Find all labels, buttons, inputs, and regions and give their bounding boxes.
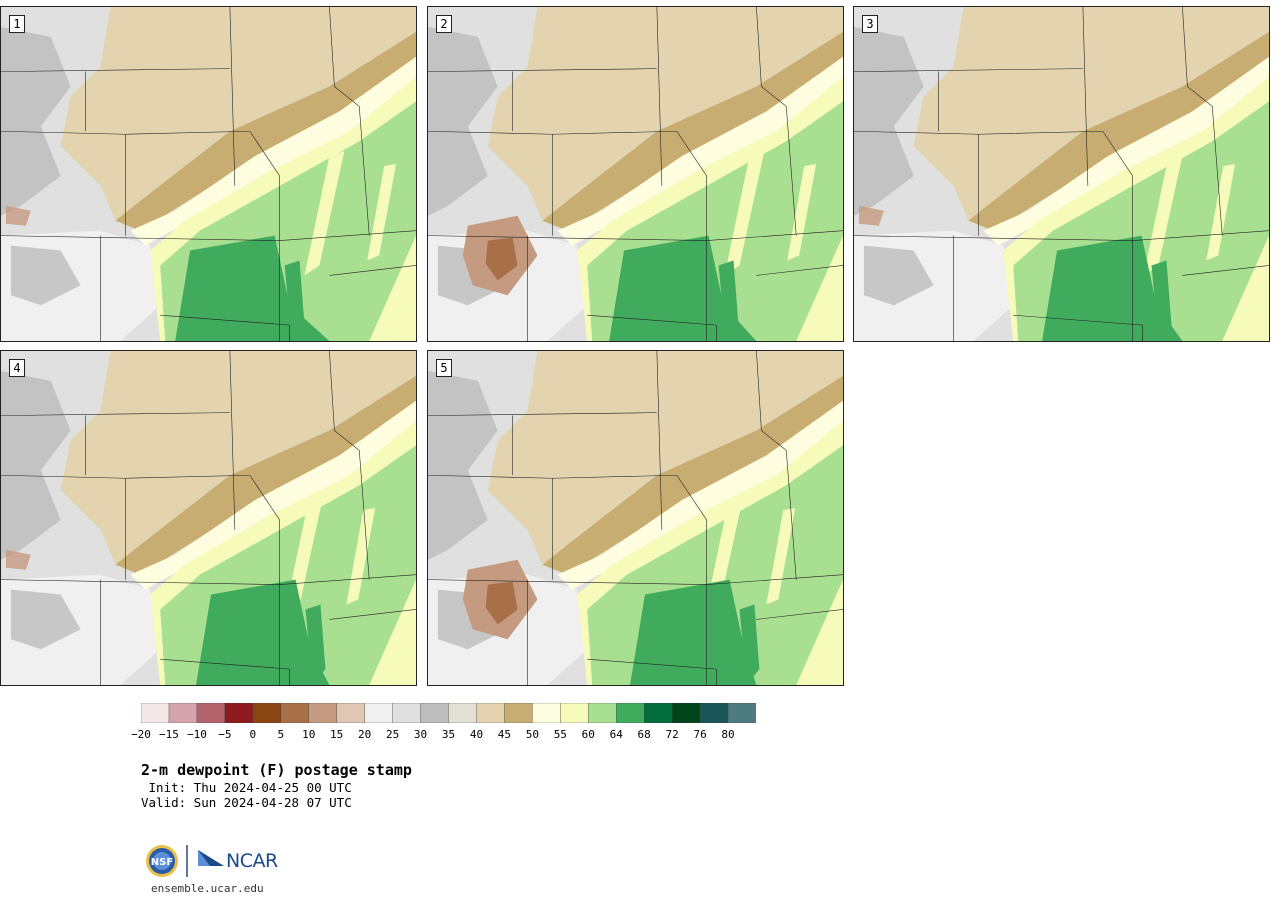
nsf-logo-text: NSF: [151, 857, 173, 868]
colorbar-swatch: [699, 703, 729, 723]
colorbar-tick-label: 80: [721, 728, 735, 741]
valid-time: Valid: Sun 2024-04-28 07 UTC: [141, 795, 352, 810]
colorbar-tick-label: −10: [186, 728, 207, 741]
colorbar-tick-label: 30: [413, 728, 428, 741]
colorbar-swatch: [560, 703, 589, 723]
colorbar-swatch: [476, 703, 505, 723]
colorbar-tick-label: 50: [525, 728, 539, 741]
colorbar-tick-label: 55: [553, 728, 567, 741]
colorbar-swatch: [280, 703, 310, 723]
colorbar-swatch: [364, 703, 394, 723]
colorbar-swatch: [224, 703, 254, 723]
colorbar-swatch: [643, 703, 673, 723]
panel-number-label: 4: [9, 359, 25, 377]
map-panel: 1: [0, 6, 417, 342]
colorbar-tick-label: 25: [385, 728, 400, 741]
panel-number-label: 2: [436, 15, 452, 33]
dewpoint-map: [854, 7, 1269, 341]
colorbar-swatch: [504, 703, 533, 723]
colorbar: [141, 703, 756, 723]
colorbar-tick-label: 0: [249, 728, 257, 741]
colorbar-swatch: [588, 703, 617, 723]
map-panel: 2: [427, 6, 844, 342]
colorbar-tick-label: 35: [441, 728, 456, 741]
ncar-logo-text: NCAR: [226, 850, 278, 872]
colorbar-swatch: [196, 703, 226, 723]
colorbar-swatch: [727, 703, 756, 723]
chart-title: 2-m dewpoint (F) postage stamp: [141, 761, 412, 779]
colorbar-swatch: [141, 703, 170, 723]
colorbar-swatch: [252, 703, 282, 723]
colorbar-swatch: [448, 703, 477, 723]
init-time: Init: Thu 2024-04-25 00 UTC: [141, 780, 352, 795]
nsf-seal-icon: NSF: [146, 845, 224, 877]
nsf-ncar-logo: NSF NCAR: [144, 842, 278, 880]
dewpoint-map: [1, 351, 416, 685]
colorbar-tick-label: 76: [693, 728, 707, 741]
map-panel: 3: [853, 6, 1270, 342]
colorbar-swatch: [420, 703, 449, 723]
colorbar-tick-label: −15: [159, 728, 179, 741]
panel-number-label: 3: [862, 15, 878, 33]
map-panel: 5: [427, 350, 844, 686]
panel-number-label: 5: [436, 359, 452, 377]
colorbar-tick-label: 60: [581, 728, 595, 741]
panel-number-label: 1: [9, 15, 25, 33]
colorbar-swatch: [392, 703, 422, 723]
colorbar-tick-label: 10: [302, 728, 316, 741]
colorbar-tick-label: −5: [218, 728, 232, 741]
colorbar-tick-label: 40: [469, 728, 484, 741]
colorbar-tick-label: 5: [277, 728, 285, 741]
colorbar-swatch: [168, 703, 198, 723]
colorbar-tick-label: 45: [497, 728, 512, 741]
dewpoint-map: [428, 351, 843, 685]
site-url: ensemble.ucar.edu: [151, 882, 264, 895]
map-panel: 4: [0, 350, 417, 686]
dewpoint-map: [428, 7, 843, 341]
colorbar-tick-label: 64: [609, 728, 623, 741]
colorbar-swatch: [671, 703, 701, 723]
colorbar-tick-label: 20: [358, 728, 372, 741]
colorbar-swatch: [308, 703, 338, 723]
colorbar-tick-label: 15: [330, 728, 344, 741]
colorbar-swatches: [141, 703, 756, 723]
colorbar-swatch: [616, 703, 645, 723]
colorbar-tick-label: −20: [131, 728, 151, 741]
colorbar-tick-label: 72: [665, 728, 679, 741]
colorbar-swatch: [532, 703, 561, 723]
colorbar-swatch: [336, 703, 366, 723]
colorbar-tick-label: 68: [637, 728, 651, 741]
dewpoint-map: [1, 7, 416, 341]
